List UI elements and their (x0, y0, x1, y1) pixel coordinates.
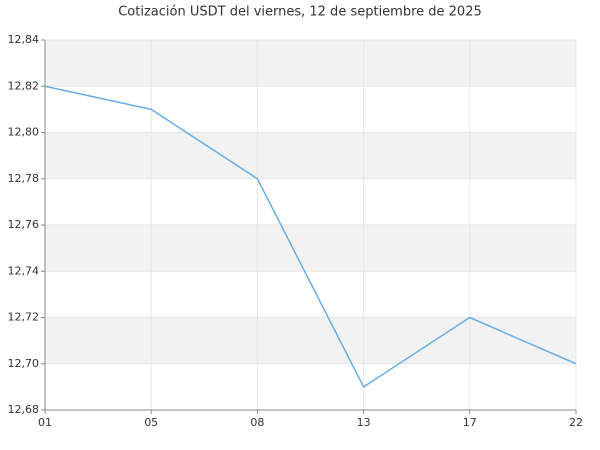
grid-band (45, 132, 576, 179)
y-tick-label: 12,82 (8, 79, 40, 92)
y-tick-label: 12,68 (8, 403, 40, 416)
x-tick-label: 05 (144, 416, 158, 429)
chart-title: Cotización USDT del viernes, 12 de septi… (118, 5, 482, 20)
y-tick-label: 12,70 (8, 357, 40, 370)
line-series (44, 85, 577, 388)
x-tick-label: 08 (250, 416, 264, 429)
x-tick-label: 22 (569, 416, 583, 429)
x-tick-label: 17 (463, 416, 477, 429)
x-tick-label: 01 (38, 416, 52, 429)
grid-band (45, 40, 576, 87)
y-tick-label: 12,80 (8, 126, 40, 139)
y-tick-label: 12,72 (8, 311, 40, 324)
grid-band (45, 317, 576, 364)
y-tick-label: 12,76 (8, 218, 40, 231)
y-tick-label: 12,78 (8, 172, 40, 185)
x-tick-label: 13 (357, 416, 371, 429)
y-tick-label: 12,74 (8, 264, 40, 277)
y-tick-label: 12,84 (8, 33, 40, 46)
grid-band (45, 225, 576, 272)
